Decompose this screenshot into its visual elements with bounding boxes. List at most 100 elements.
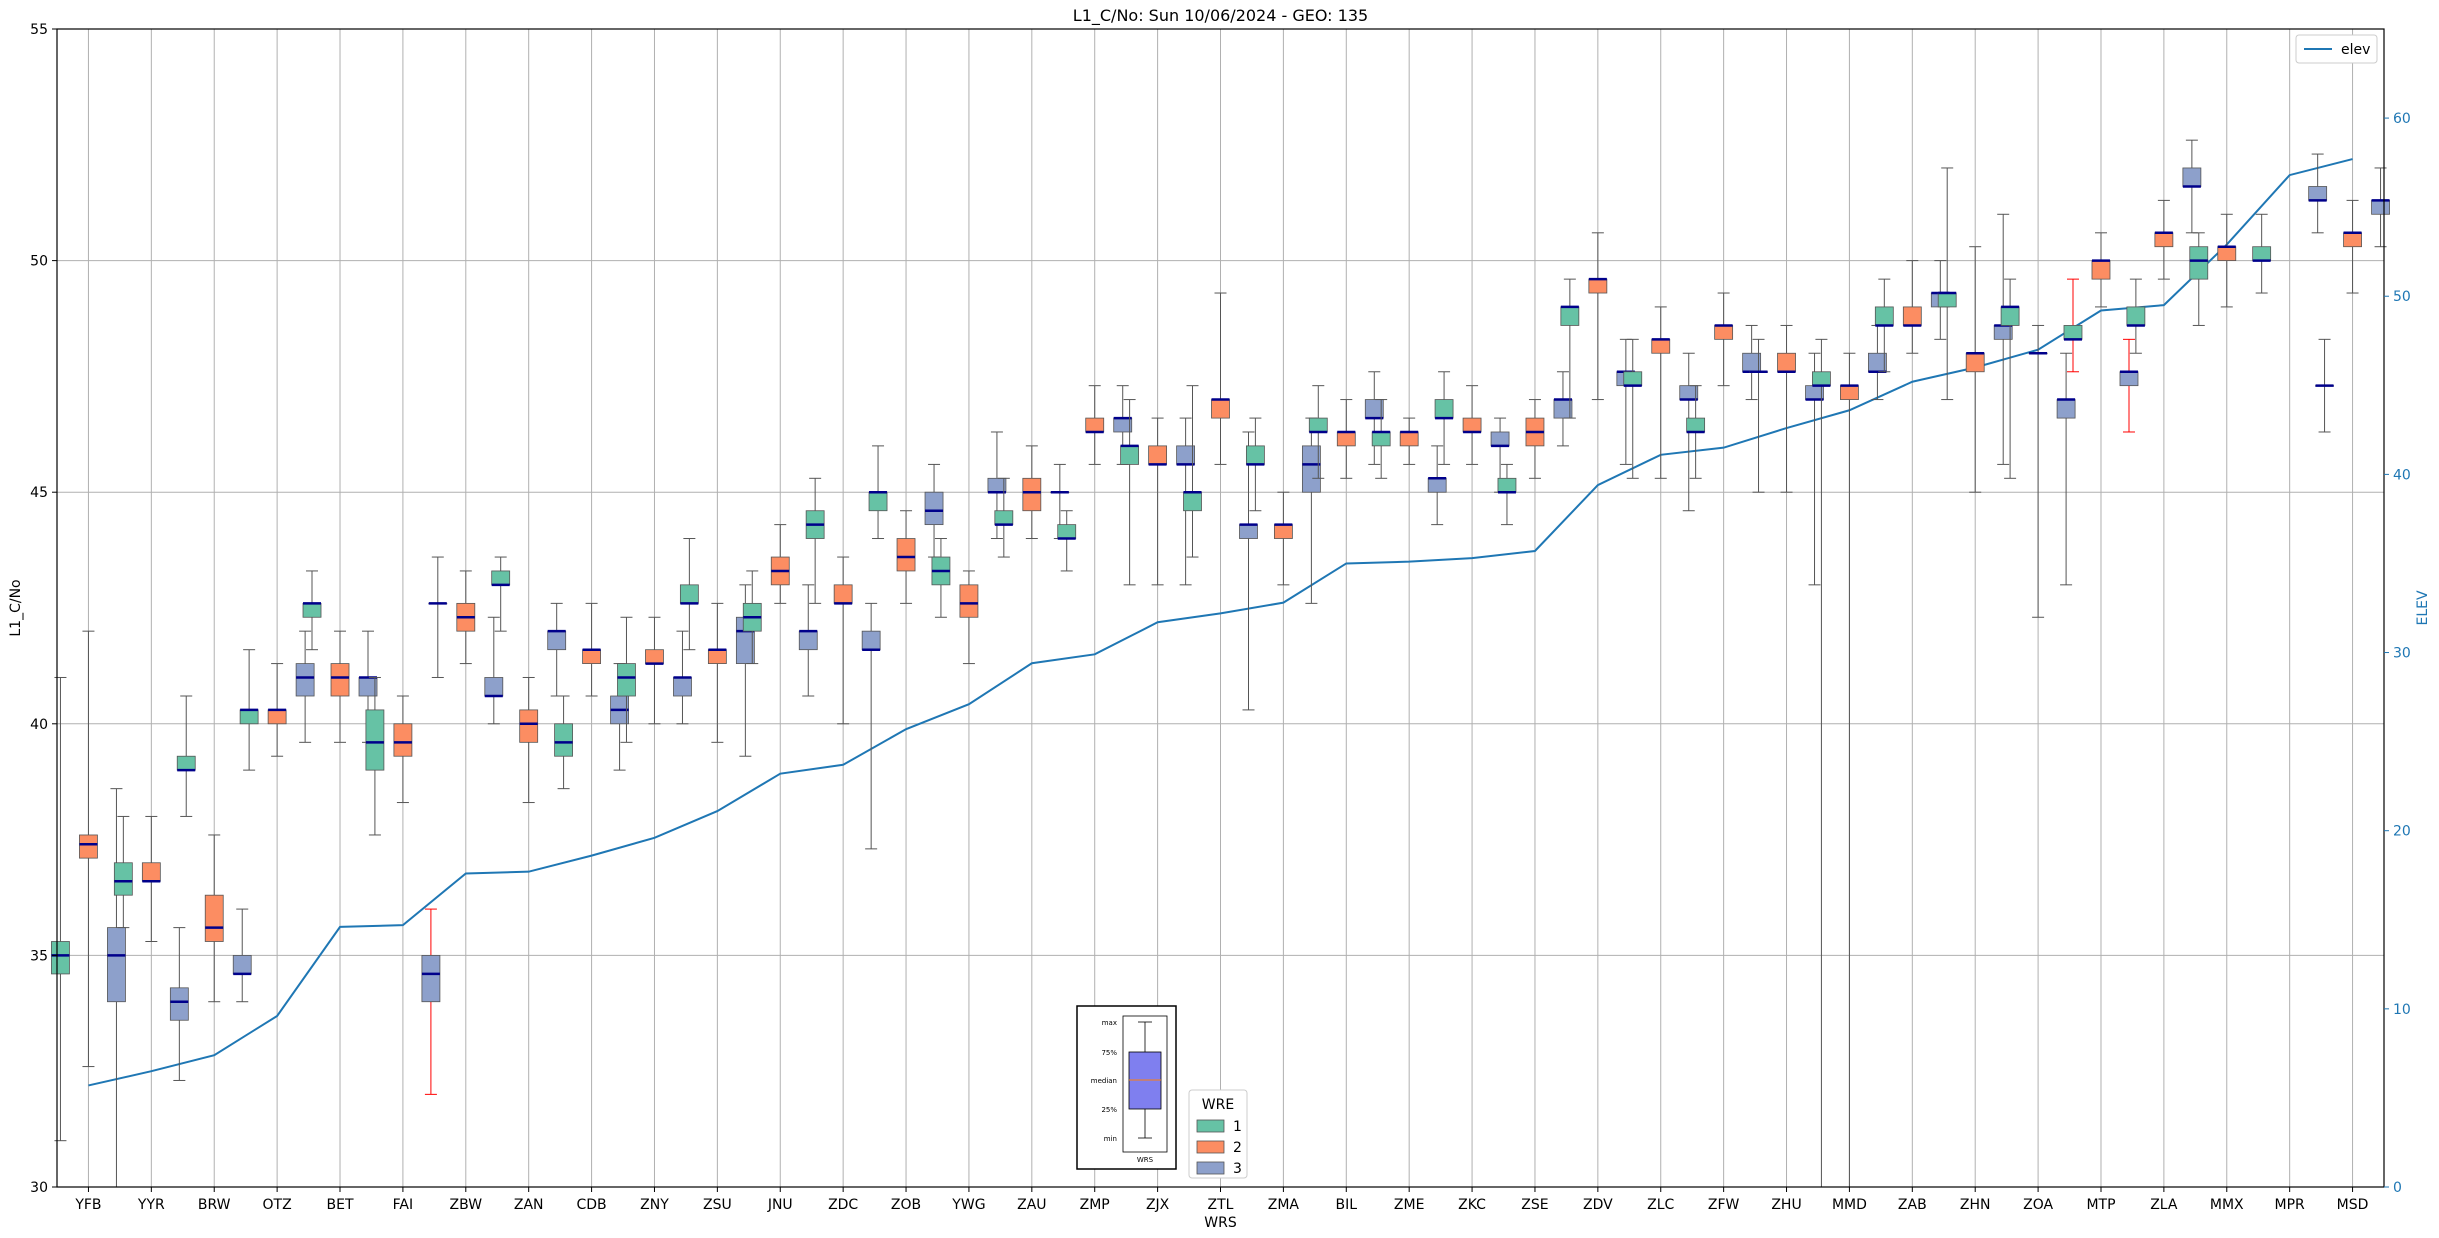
box-body xyxy=(645,649,664,664)
box-zab-wre2 xyxy=(1902,260,1922,354)
box-zla-wre1 xyxy=(2126,278,2146,354)
box-body xyxy=(1840,385,1859,400)
box-zbw-wre2 xyxy=(456,570,476,665)
y2-axis-label: ELEV xyxy=(2415,590,2431,625)
box-yyr-wre2 xyxy=(141,815,161,943)
box-body xyxy=(491,570,511,586)
box-body xyxy=(2182,167,2202,187)
x-tick-label: MMD xyxy=(1832,1197,1867,1213)
box-body xyxy=(1588,278,1608,294)
box-zan-wre3 xyxy=(547,602,567,697)
box-zhu-wre3 xyxy=(1805,352,1824,586)
box-body xyxy=(2056,399,2076,419)
y-tick-label: 35 xyxy=(30,948,48,964)
box-body xyxy=(1812,371,1831,387)
box-mtp-wre1 xyxy=(2063,278,2083,373)
x-tick-label: ZSU xyxy=(703,1197,732,1213)
box-zjx-wre2 xyxy=(1148,417,1168,586)
key-label: 75% xyxy=(1101,1049,1117,1057)
x-tick-label: MMX xyxy=(2210,1197,2244,1213)
box-zdc-wre2 xyxy=(833,556,853,725)
y2-tick-label: 40 xyxy=(2393,467,2411,483)
box-body xyxy=(2371,199,2390,215)
box-zlc-wre2 xyxy=(1651,306,1671,479)
x-tick-label: ZAU xyxy=(1017,1197,1046,1213)
x-tick-label: OTZ xyxy=(263,1197,292,1213)
box-body xyxy=(1777,352,1796,373)
box-body xyxy=(169,987,189,1021)
x-tick-label: ZNY xyxy=(640,1197,669,1213)
x-tick-label: YWG xyxy=(951,1197,985,1213)
box-zhn-wre1 xyxy=(1937,167,1957,401)
box-zma-wre3 xyxy=(1301,417,1321,604)
box-body xyxy=(1022,477,1042,512)
wre-legend: WRE 1 2 3 xyxy=(1188,1089,1248,1179)
x-tick-label: YYR xyxy=(137,1197,165,1213)
box-zfw-wre3 xyxy=(1742,324,1762,401)
x-tick-label: ZHU xyxy=(1771,1197,1801,1213)
box-body xyxy=(554,723,573,757)
box-zbw-wre1 xyxy=(428,556,448,678)
box-body xyxy=(2189,246,2209,280)
legend2-frame xyxy=(2295,34,2378,64)
box-body xyxy=(107,927,126,1003)
box-zab-wre1 xyxy=(1874,278,1894,373)
x-tick-label: ZSE xyxy=(1521,1197,1548,1213)
x-tick-label: ZTL xyxy=(1208,1197,1234,1213)
box-body xyxy=(1085,417,1105,433)
box-zsu-wre1 xyxy=(679,538,699,651)
x-tick-label: MTP xyxy=(2086,1197,2115,1213)
box-body xyxy=(1364,399,1384,419)
x-axis-label: WRS xyxy=(1204,1215,1237,1231)
box-key-inset: max 75% median 25% min WRS xyxy=(1076,1005,1177,1170)
box-body xyxy=(1057,524,1077,539)
box-zny-wre2 xyxy=(645,616,664,725)
legend-title: WRE xyxy=(1202,1097,1234,1113)
box-body xyxy=(2154,232,2174,248)
box-zjx-wre3 xyxy=(1176,417,1196,586)
y-tick-label: 45 xyxy=(30,485,48,501)
box-mmd-wre1 xyxy=(1812,338,1831,1188)
y2-tick-label: 50 xyxy=(2393,289,2411,305)
box-zme-wre1 xyxy=(1371,399,1391,479)
box-zdc-wre1 xyxy=(805,477,825,604)
box-body xyxy=(79,834,98,859)
box-zma-wre2 xyxy=(1273,491,1293,586)
box-mmd-wre3 xyxy=(1868,324,1887,401)
box-jnu-wre1 xyxy=(742,570,762,665)
legend-label: 2 xyxy=(1233,1140,1242,1156)
box-body xyxy=(295,663,315,697)
x-tick-label: YFB xyxy=(74,1197,101,1213)
box-ztl-wre2 xyxy=(1211,292,1230,465)
x-tick-label: ZKC xyxy=(1458,1197,1486,1213)
box-zma-wre1 xyxy=(1245,417,1265,512)
box-ywg-wre1 xyxy=(931,538,951,618)
key-label: median xyxy=(1091,1077,1117,1085)
y-tick-label: 40 xyxy=(30,717,48,733)
box-ztl-wre3 xyxy=(1239,431,1258,711)
y2-tick-label: 60 xyxy=(2393,111,2411,127)
box-body xyxy=(896,538,916,572)
box-body xyxy=(484,677,504,697)
box-brw-wre1 xyxy=(176,695,196,817)
y2-tick-label: 0 xyxy=(2393,1180,2402,1196)
box-body xyxy=(421,955,441,1003)
x-tick-label: CDB xyxy=(576,1197,606,1213)
key-label: 25% xyxy=(1101,1106,1117,1114)
box-zkc-wre3 xyxy=(1490,417,1510,493)
box-bil-wre2 xyxy=(1336,399,1356,479)
elev-legend: elev xyxy=(2295,34,2378,64)
x-tick-label: MPR xyxy=(2275,1197,2306,1213)
box-zhu-wre1 xyxy=(1749,338,1768,493)
box-body xyxy=(1623,371,1643,387)
box-zme-wre2 xyxy=(1399,417,1419,465)
box-zau-wre2 xyxy=(1022,445,1042,540)
box-body xyxy=(1714,325,1734,340)
box-mmd-wre2 xyxy=(1840,352,1859,1188)
box-ztl-wre1 xyxy=(1183,385,1202,558)
box-body xyxy=(679,584,699,604)
x-tick-label: ZBW xyxy=(450,1197,483,1213)
box-body xyxy=(959,584,979,618)
box-body xyxy=(51,941,70,975)
box-body xyxy=(365,709,385,771)
